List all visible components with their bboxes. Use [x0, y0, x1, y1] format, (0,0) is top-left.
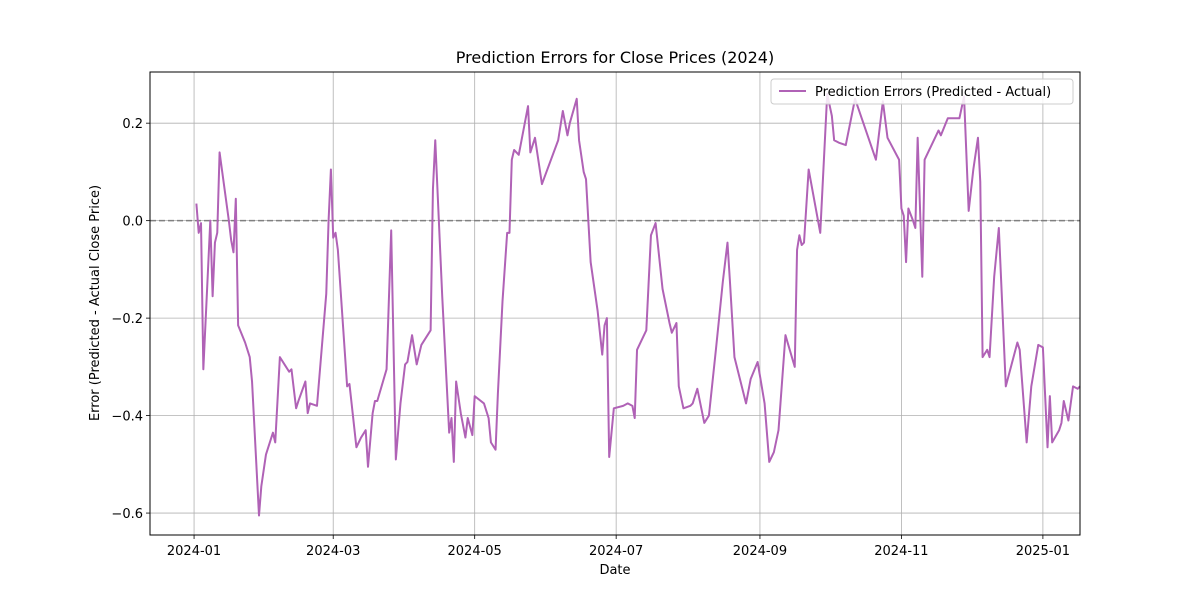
x-axis: 2024-01 2024-03 2024-05 2024-07 2024-09 2024-…: [167, 535, 1070, 559]
y-axis: −0.6 −0.4 −0.2 0.0 0.2: [111, 117, 150, 522]
legend-label: Prediction Errors (Predicted - Actual): [815, 85, 1051, 100]
axes-frame: [149, 71, 1081, 536]
x-tick-label: 2024-07: [589, 544, 643, 559]
x-tick-label: 2024-11: [874, 544, 928, 559]
x-axis-title: Date: [599, 563, 630, 578]
x-tick-label: 2024-05: [448, 544, 502, 559]
y-tick-label: −0.6: [111, 507, 143, 522]
legend: Prediction Errors (Predicted - Actual): [770, 78, 1074, 105]
y-tick-label: −0.2: [111, 312, 143, 327]
y-tick-label: 0.0: [122, 215, 143, 230]
x-tick-label: 2025-01: [1016, 544, 1070, 559]
axes-background: [150, 72, 1080, 535]
x-tick-label: 2024-03: [306, 544, 360, 559]
x-tick-label: 2024-09: [733, 544, 787, 559]
series-layer: [195, 92, 1081, 517]
series-line: [195, 92, 1081, 517]
chart-title: Prediction Errors for Close Prices (2024…: [456, 48, 774, 67]
legend-box: [770, 78, 1074, 105]
y-axis-title: Error (Predicted - Actual Close Price): [88, 185, 103, 421]
x-tick-label: 2024-01: [167, 544, 221, 559]
y-tick-label: −0.4: [111, 410, 143, 425]
y-tick-label: 0.2: [122, 117, 143, 132]
plot-area: [149, 71, 1081, 536]
